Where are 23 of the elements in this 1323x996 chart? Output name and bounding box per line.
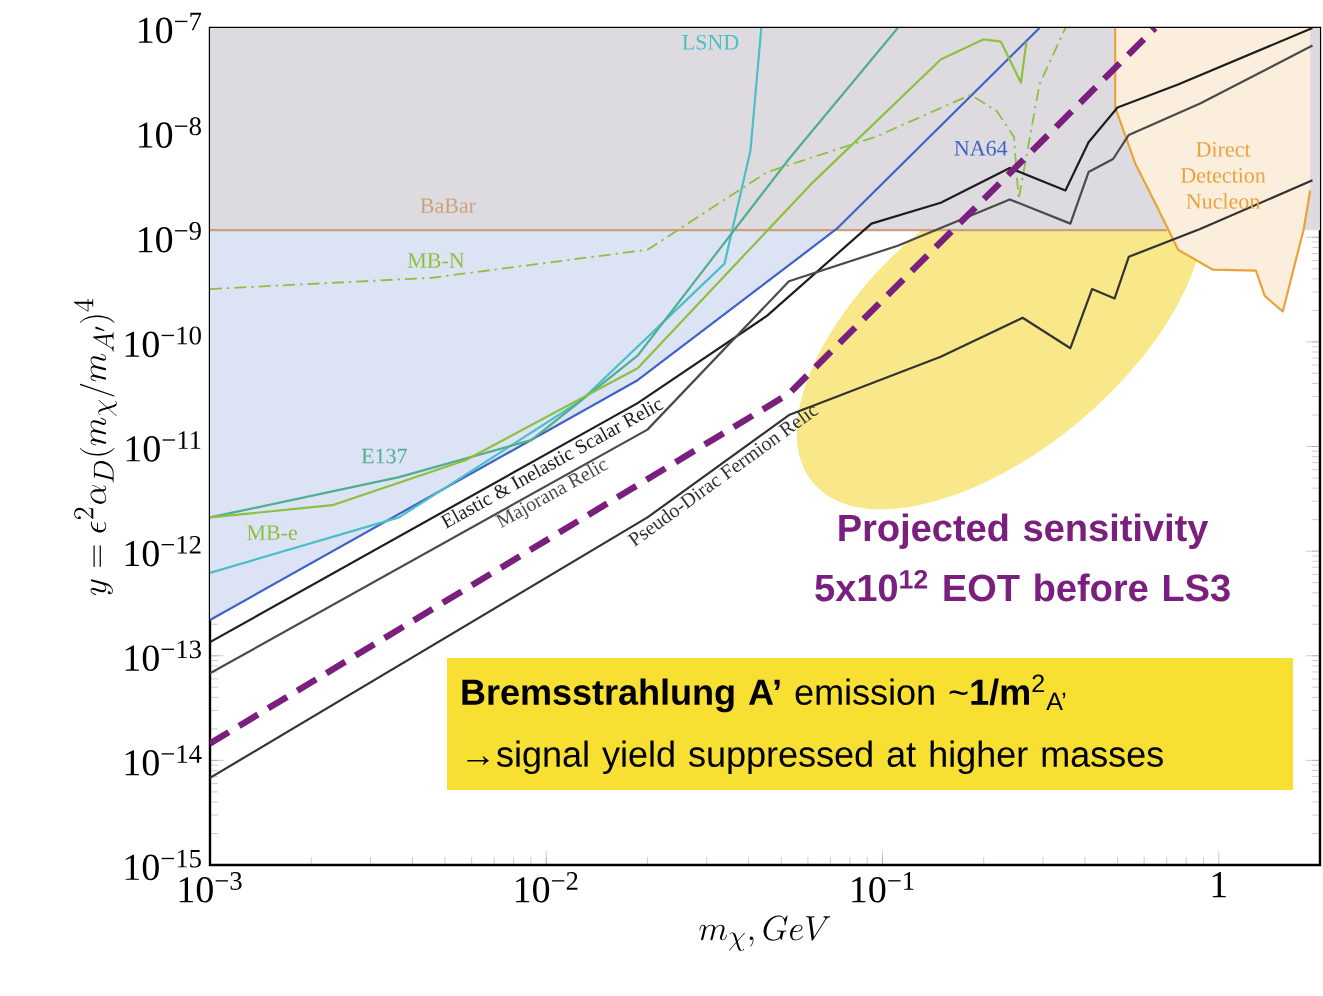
annotation: Bremsstrahlung A’ emission ~1/m$^{2}$A’ [462, 674, 1066, 713]
x-tick-label: 1 [1212, 872, 1226, 898]
y-tick-label: 10$^{−12}$ [125, 535, 201, 567]
series-label: MB-e [247, 525, 297, 541]
series-label: MB-N [407, 253, 465, 268]
y-tick-label: 10$^{−11}$ [126, 431, 201, 462]
annotation: →signal yield suppressed at higher masses [467, 740, 1163, 775]
y-tick-label: 10$^{−10}$ [125, 326, 201, 358]
text: Projected sensitivity 5x10$^{12}$ EOT before LS3 [815, 513, 1230, 602]
y-tick-label: 10$^{−14}$ [125, 745, 202, 776]
y-axis-title: $y = \epsilon^2\alpha_D(m_\chi/m_{A'})^4$ [73, 298, 117, 595]
y-tick-label: 10$^{−9}$ [138, 222, 201, 253]
x-axis-title: $m_\chi, GeV$ [699, 915, 831, 951]
series-label: BaBar [420, 198, 476, 214]
y-tick-label: 10$^{−8}$ [138, 117, 201, 148]
series-label: LSND [682, 34, 739, 50]
series-label: NA64 [954, 140, 1008, 156]
series-label: Direct Detection Nucleon [1180, 142, 1266, 209]
x-tick-label: 10$^{−2}$ [515, 872, 578, 903]
y-tick-label: 10$^{−13}$ [125, 640, 201, 672]
x-tick-label: 10$^{−1}$ [852, 872, 914, 903]
series-label: E137 [361, 448, 407, 464]
y-tick-label: 10$^{−7}$ [138, 12, 202, 44]
